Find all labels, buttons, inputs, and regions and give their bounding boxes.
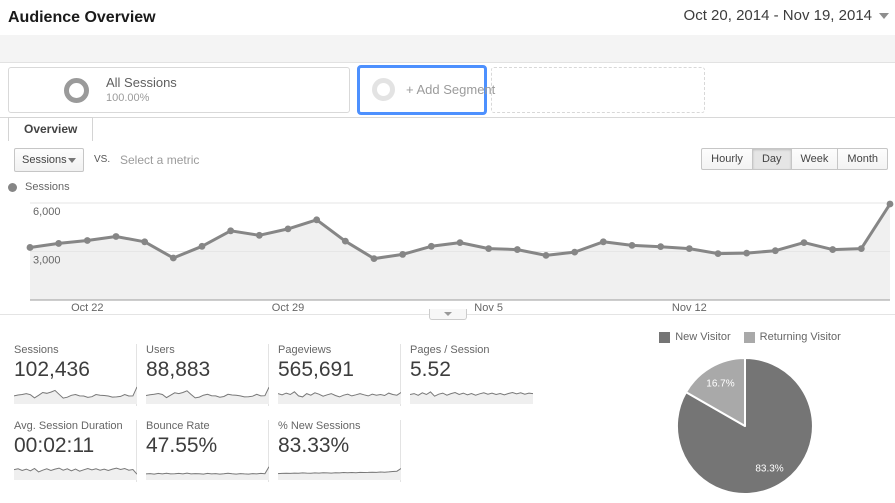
scorecard-users: Users 88,883: [146, 344, 269, 406]
metric-sparkline: [278, 391, 401, 404]
metric-value: 565,691: [278, 358, 354, 381]
toolbar-band: [0, 35, 895, 63]
metric-value: 88,883: [146, 358, 211, 381]
metric-sparkline: [14, 386, 137, 404]
svg-text:83.3%: 83.3%: [755, 463, 783, 474]
scorecard-new-sessions: % New Sessions 83.33%: [278, 420, 401, 482]
visitor-pie-chart: 83.3% 16.7%: [675, 356, 814, 495]
date-range-text: Oct 20, 2014 - Nov 19, 2014: [683, 7, 872, 24]
chevron-down-icon: [444, 312, 452, 316]
metric-label: Bounce Rate: [146, 420, 210, 432]
metric-select-value: Sessions: [22, 154, 67, 166]
tab-overview-label: Overview: [24, 122, 78, 136]
svg-text:Nov 12: Nov 12: [672, 302, 707, 314]
metric-value: 83.33%: [278, 434, 350, 457]
empty-segment-slot: [491, 67, 705, 113]
new-visitor-swatch-icon: [659, 331, 671, 343]
metric-label: Pageviews: [278, 344, 332, 356]
metric-sparkline: [146, 466, 269, 480]
svg-text:Nov 5: Nov 5: [474, 302, 503, 314]
metric-label: Avg. Session Duration: [14, 420, 123, 432]
scorecard-pages-per-session: Pages / Session 5.52: [410, 344, 533, 406]
pie-legend: New Visitor Returning Visitor: [655, 331, 845, 343]
scorecard-avg-session-duration: Avg. Session Duration 00:02:11: [14, 420, 137, 482]
segment-donut-icon: [64, 78, 89, 103]
scorecard-bounce-rate: Bounce Rate 47.55%: [146, 420, 269, 482]
add-segment-donut-icon: [372, 78, 395, 101]
segment-label: All Sessions: [106, 75, 177, 90]
granularity-day-button[interactable]: Day: [751, 148, 792, 170]
scorecard-row-1: Sessions 102,436 Users 88,883 Pageviews …: [14, 344, 542, 406]
all-sessions-segment[interactable]: All Sessions 100.00%: [8, 67, 350, 113]
returning-visitor-swatch-icon: [743, 331, 755, 343]
pie-legend-new-visitor: New Visitor: [659, 331, 731, 343]
svg-text:6,000: 6,000: [33, 206, 61, 218]
scorecard-pageviews: Pageviews 565,691: [278, 344, 401, 406]
metric-label: Sessions: [14, 344, 59, 356]
scorecard-sessions: Sessions 102,436: [14, 344, 137, 406]
select-a-metric-button[interactable]: Select a metric: [120, 153, 200, 167]
add-segment-label: + Add Segment: [406, 82, 496, 97]
metric-label: Pages / Session: [410, 344, 490, 356]
svg-text:16.7%: 16.7%: [706, 379, 734, 390]
pie-legend-label: Returning Visitor: [759, 331, 841, 343]
pie-legend-label: New Visitor: [675, 331, 731, 343]
series-dot-icon: [8, 182, 17, 192]
chart-series-legend: Sessions: [8, 181, 70, 193]
date-range-selector[interactable]: Oct 20, 2014 - Nov 19, 2014: [684, 7, 889, 24]
metric-value: 5.52: [410, 358, 451, 381]
add-segment-button[interactable]: + Add Segment: [357, 65, 495, 115]
metric-value: 47.55%: [146, 434, 218, 457]
scorecard-row-2: Avg. Session Duration 00:02:11 Bounce Ra…: [14, 420, 410, 482]
granularity-hourly-button[interactable]: Hourly: [701, 148, 753, 170]
granularity-button-group: Hourly Day Week Month: [701, 148, 888, 170]
segment-percent: 100.00%: [106, 92, 150, 104]
svg-text:3,000: 3,000: [33, 255, 61, 267]
pie-legend-returning-visitor: Returning Visitor: [743, 331, 841, 343]
vs-label: VS.: [94, 154, 111, 165]
metric-sparkline: [410, 391, 533, 404]
svg-text:Oct 29: Oct 29: [272, 302, 304, 314]
tab-divider: [0, 117, 895, 118]
svg-text:Oct 22: Oct 22: [71, 302, 103, 314]
series-legend-label: Sessions: [25, 181, 70, 193]
granularity-month-button[interactable]: Month: [837, 148, 888, 170]
page-title: Audience Overview: [8, 9, 156, 26]
chevron-down-icon: [68, 157, 76, 163]
metric-label: % New Sessions: [278, 420, 361, 432]
metric-sparkline: [14, 467, 137, 480]
metric-sparkline: [278, 468, 401, 480]
metric-value: 00:02:11: [14, 434, 95, 457]
granularity-week-button[interactable]: Week: [790, 148, 839, 170]
metric-select-dropdown[interactable]: Sessions: [14, 148, 84, 172]
metric-label: Users: [146, 344, 175, 356]
metric-value: 102,436: [14, 358, 90, 381]
metric-sparkline: [146, 386, 269, 404]
tab-overview[interactable]: Overview: [8, 117, 94, 141]
sessions-line-chart: 6,000 3,000 Oct 22 Oct 29 Nov 5 Nov 12: [0, 200, 895, 315]
timeline-collapse-handle[interactable]: [429, 309, 467, 320]
chevron-down-icon: [879, 12, 889, 19]
